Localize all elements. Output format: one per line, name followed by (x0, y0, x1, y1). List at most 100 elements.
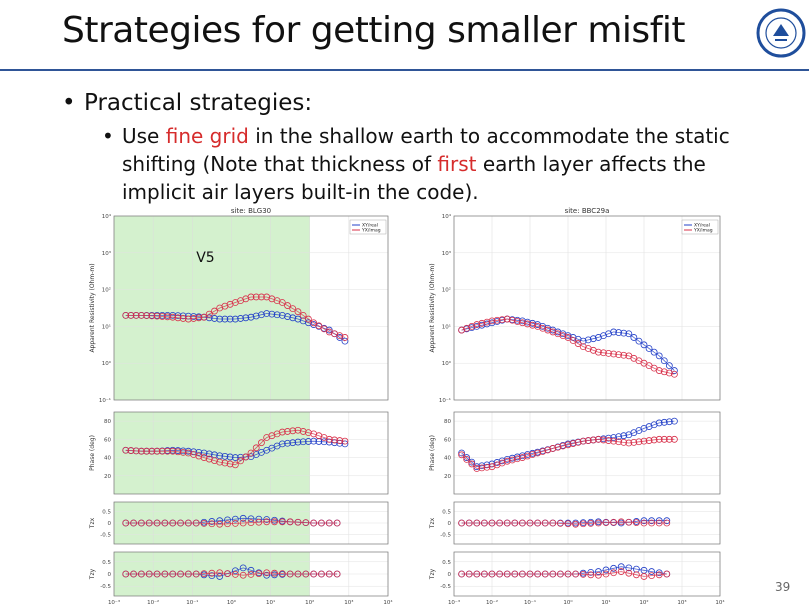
data-point (508, 456, 516, 464)
data-point (237, 453, 244, 461)
data-point (169, 570, 177, 578)
data-point (615, 433, 623, 441)
data-point (663, 570, 671, 578)
data-point (184, 315, 192, 323)
data-point (208, 569, 216, 577)
data-point (481, 519, 488, 527)
highlight-first: first (437, 152, 477, 176)
y-tick-label: 80 (104, 419, 111, 425)
y-axis-label: Tzy (89, 568, 96, 580)
data-point (584, 336, 592, 344)
data-point (473, 463, 481, 471)
data-point (594, 435, 602, 443)
y-tick-label: 0 (108, 521, 112, 527)
y-axis-label: Tzy (429, 568, 436, 580)
data-point (200, 454, 208, 461)
subplot-3: 10⁻³ 10⁻² 10⁻¹ 10⁰ 10¹ 10² 10³ 10⁴ -0.5 0 0.5 Tzy (89, 551, 393, 606)
series-line (125, 296, 346, 338)
data-point (294, 308, 302, 316)
data-point (216, 315, 224, 323)
data-point (602, 519, 610, 527)
data-point (574, 340, 582, 347)
university-seal-icon (756, 8, 806, 58)
data-point (258, 293, 265, 301)
data-point (660, 418, 668, 426)
data-point (587, 568, 595, 576)
data-point (221, 452, 229, 460)
data-point (493, 316, 501, 324)
data-point (630, 334, 638, 341)
data-point (549, 519, 557, 527)
data-point (278, 440, 286, 448)
data-point (640, 573, 648, 580)
data-point (630, 438, 638, 446)
data-point (549, 445, 557, 452)
data-point (660, 357, 668, 365)
data-point (468, 460, 476, 468)
data-point (650, 348, 658, 356)
data-point (153, 570, 161, 578)
site-label: site: BBC29a (565, 207, 610, 215)
data-point (325, 570, 333, 578)
y-tick-label: -0.5 (100, 584, 111, 590)
data-point (645, 437, 653, 444)
data-point (302, 570, 310, 578)
data-point (263, 310, 271, 317)
data-point (511, 519, 519, 527)
data-point (216, 517, 224, 525)
data-point (195, 314, 203, 322)
data-point (529, 321, 536, 329)
data-point (205, 310, 213, 318)
data-point (271, 518, 278, 526)
data-point (529, 319, 536, 327)
data-point (177, 519, 184, 527)
data-point (655, 569, 663, 577)
y-axis-label: Apparent Resistivity (Ohm-m) (89, 263, 96, 352)
data-point (153, 447, 161, 455)
data-point (177, 570, 184, 578)
data-point (508, 316, 516, 324)
data-point (271, 569, 278, 577)
data-point (564, 520, 572, 528)
y-tick-label: 20 (104, 474, 111, 480)
data-point (169, 519, 177, 527)
data-point (336, 334, 344, 341)
slide-title: Strategies for getting smaller misfit (62, 10, 685, 51)
series-line (461, 566, 667, 575)
data-point (184, 519, 192, 527)
data-point (503, 519, 511, 527)
data-point (574, 438, 582, 446)
data-point (670, 417, 678, 425)
data-point (153, 312, 161, 320)
subplot-0: 10⁻¹ 10⁰ 10¹ 10² 10³ 10⁴ Apparent Resistivity … (429, 213, 721, 404)
legend-entry: YX/imag (361, 228, 381, 234)
data-point (263, 571, 271, 579)
data-point (231, 567, 239, 575)
data-point (164, 313, 171, 321)
x-tick-label: 10⁰ (227, 599, 237, 606)
data-point (544, 446, 552, 454)
subplot-0: 10⁻¹ 10⁰ 10¹ 10² 10³ 10⁴ Apparent Resistivity … (89, 213, 389, 404)
data-point (519, 570, 526, 578)
y-tick-label: 0 (448, 572, 452, 578)
data-point (226, 460, 234, 468)
data-point (310, 437, 318, 445)
data-point (258, 439, 265, 447)
data-point (294, 438, 302, 446)
data-point (224, 516, 231, 524)
data-point (184, 449, 192, 457)
data-point (231, 315, 239, 323)
y-tick-label: 10⁴ (102, 213, 112, 220)
data-point (289, 314, 297, 322)
data-point (239, 514, 247, 522)
data-point (239, 564, 247, 572)
data-point (221, 459, 229, 467)
series-line (125, 313, 346, 342)
data-point (503, 455, 511, 463)
bullet2-text: Use fine grid in the shallow earth to ac… (122, 122, 742, 206)
data-point (179, 448, 187, 456)
data-point (294, 570, 302, 578)
x-tick-label: 10⁻¹ (186, 599, 198, 606)
series-line (461, 521, 667, 525)
